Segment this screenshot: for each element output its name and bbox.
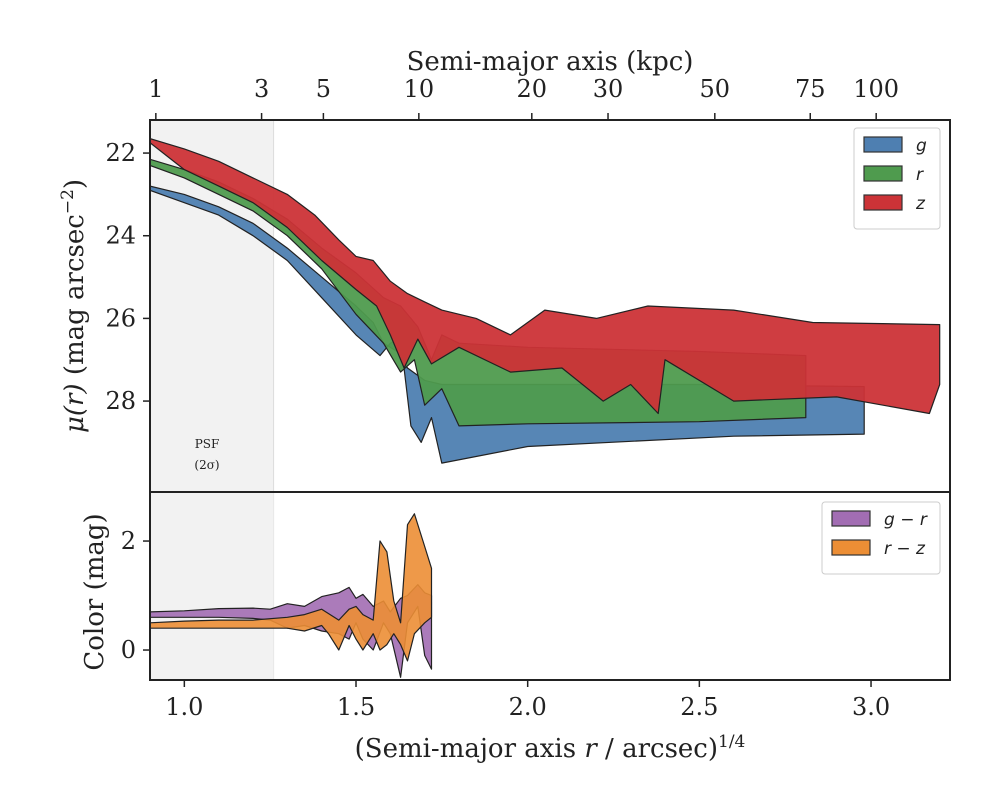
x-tick-label: 1.0: [165, 693, 203, 721]
y-tick-label: 0: [121, 636, 136, 664]
legend-label-r: r: [916, 165, 924, 185]
psf-region-bottom: [150, 492, 274, 680]
legend-label-g_minus_r: g − r: [884, 510, 928, 530]
x-tick-label: 1.5: [337, 693, 375, 721]
psf-label-line2: (2σ): [194, 458, 219, 472]
y-tick-label: 26: [105, 304, 136, 332]
band-r_minus_z: [150, 513, 433, 662]
y-axis-title-bottom: Color (mag): [80, 513, 110, 670]
x-tick-label: 2.0: [509, 693, 547, 721]
legend-swatch-r_minus_z: [831, 539, 871, 556]
top-axis-title: Semi-major axis (kpc): [407, 47, 694, 77]
y-tick-label: 24: [105, 222, 136, 250]
top-tick-label: 50: [700, 75, 731, 103]
band-z: [150, 138, 941, 415]
x-tick-label: 3.0: [852, 693, 890, 721]
y-tick-label: 22: [105, 139, 136, 167]
legend-swatch-g_minus_r: [831, 510, 871, 527]
y-tick-label: 28: [105, 387, 136, 415]
top-tick-label: 5: [316, 75, 331, 103]
top-tick-label: 75: [795, 75, 826, 103]
top-tick-label: 3: [254, 75, 269, 103]
legend-swatch-r: [863, 165, 903, 182]
y-axis-title-top: μ(r) (mag arcsec−2): [58, 179, 90, 433]
legend-swatch-g: [863, 136, 903, 153]
top-tick-label: 100: [853, 75, 899, 103]
legend-label-z: z: [915, 194, 926, 214]
legend-label-r_minus_z: r − z: [884, 539, 926, 559]
psf-label-line1: PSF: [195, 437, 220, 451]
x-tick-label: 2.5: [680, 693, 718, 721]
top-tick-label: 20: [517, 75, 548, 103]
top-tick-label: 1: [148, 75, 163, 103]
bottom-panel-frame: [149, 491, 951, 681]
axis-labels: Semi-major axis (kpc) (Semi-major axis r …: [58, 47, 745, 764]
top-tick-label: 30: [593, 75, 624, 103]
legend-swatch-z: [863, 194, 903, 211]
x-axis-title: (Semi-major axis r / arcsec)1/4: [355, 732, 746, 764]
color-panel: 0 2 1.0 1.5 2.0 2.5 3.0 g − r r − z: [121, 491, 951, 721]
y-tick-label: 2: [121, 527, 136, 555]
legend-label-g: g: [916, 136, 927, 156]
top-tick-label: 10: [404, 75, 435, 103]
